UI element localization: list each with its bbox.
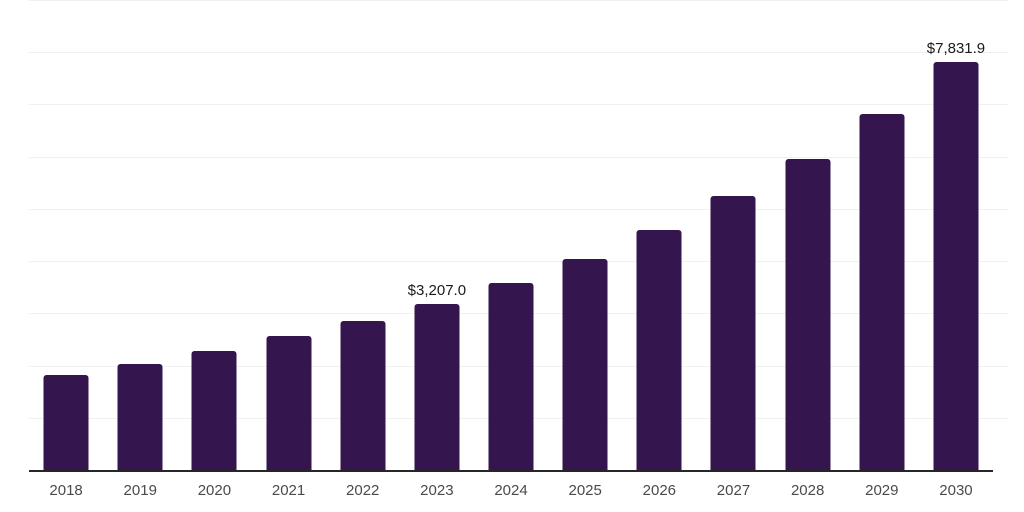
bar-column <box>548 0 622 471</box>
bar <box>266 336 312 471</box>
bar-column <box>696 0 770 471</box>
x-axis-tick-label: 2028 <box>790 482 825 499</box>
bar-column <box>771 0 845 471</box>
bar <box>414 304 460 471</box>
bar-column <box>845 0 919 471</box>
x-axis-tick-label: 2022 <box>346 482 380 499</box>
bar <box>43 375 89 471</box>
bar-column <box>29 0 103 471</box>
x-axis-tick-label: 2027 <box>716 482 751 499</box>
bar-column <box>474 0 548 471</box>
bar-column <box>251 0 325 471</box>
bar <box>636 230 682 471</box>
x-axis-tick-label: 2020 <box>197 482 232 499</box>
x-axis-tick-labels: 2018 2019 2020 2021 2022 2023 2024 2025 2026 2027… <box>29 471 993 512</box>
bar-value-label: $3,207.0 <box>407 282 467 299</box>
bar <box>340 321 386 471</box>
x-axis-tick-label: 2026 <box>642 482 677 499</box>
x-axis-tick-label: 2023 <box>420 482 454 499</box>
bar <box>933 62 979 471</box>
bar-column: $3,207.0 <box>400 0 474 471</box>
x-axis-tick-label: 2029 <box>865 482 899 499</box>
bar <box>785 159 831 471</box>
x-axis-tick-label: 2018 <box>49 482 83 499</box>
x-axis-tick-label: 2019 <box>123 482 157 499</box>
x-axis-tick-label: 2021 <box>271 482 306 499</box>
bar <box>117 364 163 471</box>
x-axis-line <box>29 470 993 472</box>
bar-column: $7,831.9 <box>919 0 993 471</box>
bar <box>488 283 534 471</box>
bar <box>191 351 237 471</box>
bar <box>562 259 608 471</box>
x-axis-tick-label: 2024 <box>494 482 528 499</box>
plot-area: $3,207.0 $7,831.9 <box>29 0 993 471</box>
bar-column <box>103 0 177 471</box>
bar <box>859 114 905 471</box>
x-axis-tick-label: 2030 <box>939 482 973 499</box>
bar-column <box>622 0 696 471</box>
bar-column <box>177 0 251 471</box>
x-axis-tick-label: 2025 <box>568 482 602 499</box>
bar-value-label: $7,831.9 <box>926 40 986 57</box>
bar <box>710 196 756 471</box>
bar-column <box>326 0 400 471</box>
